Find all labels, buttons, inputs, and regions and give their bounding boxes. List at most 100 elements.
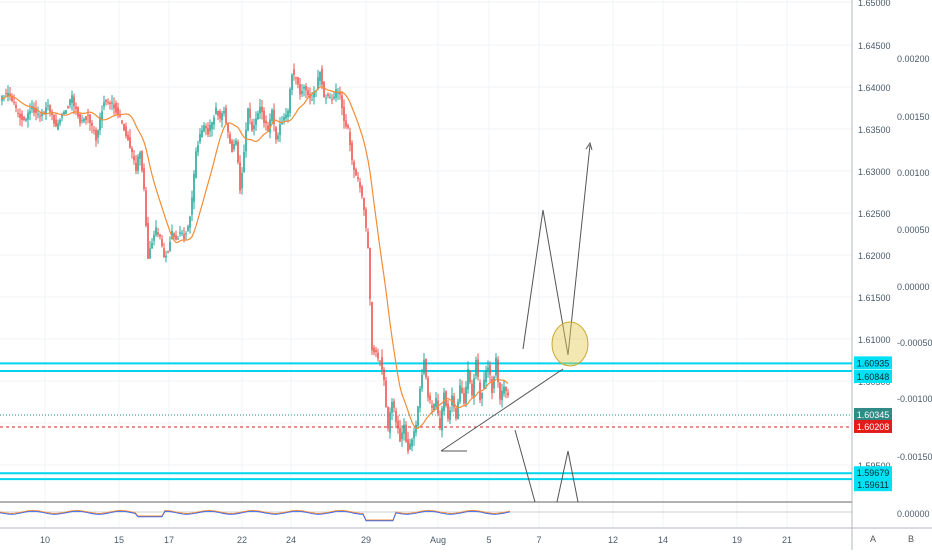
osc-signal-line: [0, 509, 511, 521]
candle-body: [361, 186, 363, 197]
candle-body: [123, 123, 125, 131]
auto-scale-button[interactable]: A: [869, 534, 876, 544]
candle-body: [151, 242, 153, 249]
candle-body: [53, 115, 55, 124]
candle-body: [27, 112, 29, 120]
candle-body: [475, 359, 477, 376]
level-tag-3-bg: [854, 466, 892, 480]
current-price-tag-bg: [854, 407, 892, 421]
log-scale-button[interactable]: B: [907, 534, 914, 544]
candle-body: [305, 86, 307, 91]
candle-body: [71, 95, 73, 103]
time-tick-label: 29: [361, 535, 371, 545]
candle-body: [333, 96, 335, 99]
osc-tick-label: 0.00150: [897, 112, 930, 122]
price-tick-label: 1.64000: [858, 83, 891, 93]
candle-body: [97, 130, 99, 138]
candle-body: [29, 111, 31, 114]
candle-body: [321, 68, 323, 85]
candle-body: [271, 109, 273, 121]
candle-body: [19, 113, 21, 118]
candle-body: [497, 359, 499, 383]
candle-body: [427, 378, 429, 398]
candle-body: [377, 352, 379, 359]
osc-tick-label: 0.00050: [897, 225, 930, 235]
candle-body: [49, 105, 51, 113]
candle-body: [21, 113, 23, 121]
candle-body: [459, 385, 461, 402]
candle-body: [221, 113, 223, 121]
candle-body: [203, 125, 205, 132]
candle-body: [283, 117, 285, 121]
candle-body: [473, 378, 475, 398]
candle-body: [23, 117, 25, 120]
candle-body: [399, 427, 401, 442]
candle-body: [225, 107, 227, 124]
candle-body: [125, 126, 127, 136]
candle-body: [223, 110, 225, 114]
candle-body: [59, 119, 61, 124]
candle-body: [343, 106, 345, 121]
candle-body: [491, 379, 493, 393]
candle-body: [259, 106, 261, 114]
candle-body: [95, 130, 97, 141]
candle-body: [303, 86, 305, 89]
time-tick-label: 24: [286, 535, 296, 545]
candle-body: [137, 156, 139, 171]
time-axis: 10 15 17 22 24 29 Aug 5 7 12 14 19 21: [40, 535, 792, 545]
candles: [1, 63, 509, 455]
candle-body: [447, 403, 449, 419]
candle-body: [313, 92, 315, 98]
candle-body: [183, 234, 185, 239]
candle-body: [101, 111, 103, 121]
candle-body: [235, 140, 237, 145]
candle-body: [13, 101, 15, 103]
osc-tick-label: -0.00050: [897, 338, 932, 348]
candle-body: [187, 226, 189, 231]
osc-macd-line: [0, 510, 511, 522]
candle-body: [391, 402, 393, 413]
candle-body: [89, 114, 91, 123]
candle-body: [79, 113, 81, 124]
osc-tick-label: 0.00000: [897, 282, 930, 292]
time-tick-label: 12: [608, 535, 618, 545]
candle-body: [175, 235, 177, 240]
candle-body: [507, 392, 509, 396]
candle-body: [17, 112, 19, 114]
candle-body: [293, 69, 295, 76]
candle-body: [499, 382, 501, 400]
candle-body: [295, 77, 297, 79]
candle-body: [113, 104, 115, 109]
candle-body: [209, 124, 211, 132]
candle-body: [163, 248, 165, 258]
level-tag-1-label: 1.60935: [857, 358, 890, 368]
candle-body: [233, 144, 235, 150]
alt-projection-drop: [567, 450, 579, 503]
candle-body: [355, 169, 357, 176]
candle-body: [107, 102, 109, 104]
candle-body: [133, 156, 135, 161]
candle-body: [243, 151, 245, 173]
candle-body: [83, 118, 85, 122]
candle-body: [319, 71, 321, 81]
candle-body: [145, 190, 147, 226]
candle-body: [87, 114, 89, 116]
candle-body: [129, 137, 131, 148]
candle-body: [261, 106, 263, 113]
candle-body: [367, 231, 369, 249]
candle-body: [471, 383, 473, 396]
candle-body: [419, 388, 421, 408]
candle-body: [67, 106, 69, 108]
candle-body: [281, 122, 283, 125]
candle-body: [453, 396, 455, 408]
osc-tick-label: 0.00000: [897, 509, 930, 519]
candle-body: [253, 125, 255, 130]
candle-body: [15, 105, 17, 108]
candle-body: [121, 120, 123, 124]
candle-body: [275, 127, 277, 140]
candle-body: [289, 89, 291, 113]
osc-tick-label: -0.00100: [897, 394, 932, 404]
candle-body: [375, 350, 377, 353]
time-tick-label: 15: [114, 535, 124, 545]
candle-body: [25, 118, 27, 121]
